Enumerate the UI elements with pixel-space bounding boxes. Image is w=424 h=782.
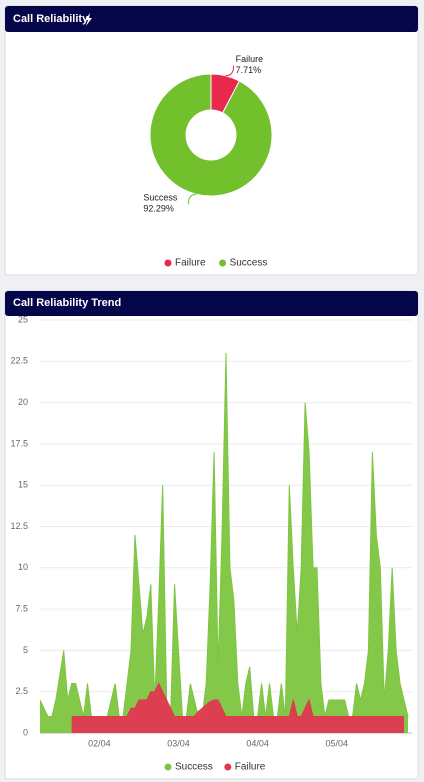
area-fill (71, 683, 405, 733)
card-header (5, 291, 418, 316)
legend-marker (224, 763, 232, 771)
legend-label: Failure (235, 762, 266, 773)
area-fill (40, 353, 408, 733)
y-tick-label: 15 (18, 480, 28, 490)
y-tick-label: 20 (18, 397, 28, 407)
x-tick-label: 04/04 (246, 738, 269, 748)
legend-marker (219, 259, 227, 267)
legend-label: Success (175, 762, 213, 773)
slice-value: 7.71% (236, 65, 262, 75)
x-tick-label: 05/04 (326, 738, 349, 748)
slice-label: Failure (236, 54, 264, 64)
card-header (5, 6, 418, 32)
y-tick-label: 25 (18, 314, 28, 324)
card: Call Reliability (4, 5, 419, 276)
legend-marker (164, 763, 172, 771)
area-line (71, 682, 405, 717)
pie-slice (149, 73, 273, 197)
y-tick-label: 12.5 (10, 521, 28, 531)
card-title: Call Reliability Trend (13, 297, 121, 309)
y-tick-label: 17.5 (10, 438, 28, 448)
legend-label: Failure (175, 258, 206, 269)
y-tick-label: 10 (18, 562, 28, 572)
y-tick-label: 2.5 (15, 686, 28, 696)
leader-line (187, 193, 197, 205)
leader-line (225, 65, 235, 77)
slice-value: 92.29% (143, 204, 174, 214)
x-tick-label: 02/04 (88, 738, 111, 748)
slice-label: Success (143, 193, 178, 203)
y-tick-label: 22.5 (10, 356, 28, 366)
y-tick-label: 0 (23, 727, 28, 737)
y-tick-label: 7.5 (15, 603, 28, 613)
bolt-icon[interactable] (85, 13, 92, 26)
y-tick-label: 5 (23, 645, 28, 655)
card-title: Call Reliability (13, 13, 89, 25)
x-tick-label: 03/04 (167, 738, 190, 748)
card-body (4, 5, 419, 276)
legend-marker (164, 259, 172, 267)
legend-label: Success (230, 258, 268, 269)
